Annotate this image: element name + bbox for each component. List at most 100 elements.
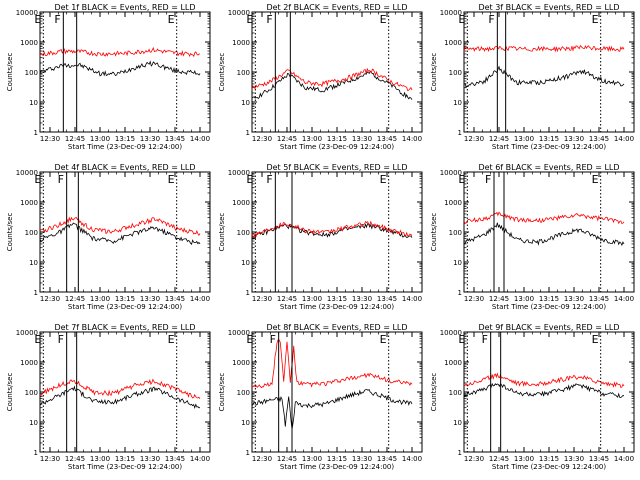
x-tick-label: 13:45 <box>165 455 185 463</box>
x-tick-label: 13:30 <box>352 135 372 143</box>
y-tick-label: 1000 <box>232 199 250 207</box>
time-marker-label: F <box>488 13 494 26</box>
y-tick-label: 1000 <box>444 359 462 367</box>
time-marker-label: E <box>458 333 465 346</box>
plot-frame <box>39 11 211 133</box>
y-tick-label: 10 <box>241 259 250 267</box>
x-tick-label: 13:00 <box>90 135 110 143</box>
x-tick-label: 12:30 <box>252 135 272 143</box>
series-lld-line <box>39 216 201 236</box>
x-tick-label: 14:00 <box>190 135 210 143</box>
panel-title: Det 2f BLACK = Events, RED = LLD <box>266 3 407 12</box>
x-tick-label: 13:30 <box>352 455 372 463</box>
y-tick-label: 10000 <box>16 169 38 177</box>
series-events-line <box>39 222 201 245</box>
y-tick-label: 10 <box>453 419 462 427</box>
x-tick-label: 14:00 <box>190 455 210 463</box>
time-marker-label: E <box>168 173 175 186</box>
x-tick-label: 13:30 <box>140 295 160 303</box>
panel-title: Det 7f BLACK = Events, RED = LLD <box>54 323 195 332</box>
y-tick-label: 10000 <box>440 9 462 17</box>
series-events-line <box>463 222 625 247</box>
x-tick-label: 14:00 <box>190 295 210 303</box>
x-tick-label: 13:45 <box>165 295 185 303</box>
x-tick-label: 12:45 <box>65 455 85 463</box>
y-tick-label: 1 <box>34 449 38 457</box>
y-axis-label: Counts/sec <box>430 53 438 92</box>
x-tick-label: 14:00 <box>614 455 634 463</box>
x-tick-label: 12:45 <box>489 295 509 303</box>
y-tick-label: 10 <box>241 419 250 427</box>
x-tick-label: 13:30 <box>564 135 584 143</box>
time-marker-label: F <box>58 333 64 346</box>
x-tick-label: 12:45 <box>489 135 509 143</box>
time-marker-label: E <box>592 333 599 346</box>
y-tick-label: 1 <box>458 449 462 457</box>
x-tick-label: 13:45 <box>377 135 397 143</box>
y-axis-label: Counts/sec <box>6 53 14 92</box>
series-lld-line <box>39 378 201 399</box>
time-marker-label: E <box>458 13 465 26</box>
x-tick-label: 13:45 <box>589 455 609 463</box>
series-lld-line <box>251 67 413 92</box>
x-tick-label: 14:00 <box>614 135 634 143</box>
x-tick-label: 13:30 <box>564 455 584 463</box>
panel-title: Det 3f BLACK = Events, RED = LLD <box>478 3 619 12</box>
y-tick-label: 100 <box>449 69 462 77</box>
time-marker-label: F <box>485 173 491 186</box>
series-lld-line <box>251 220 413 239</box>
series-events-line <box>251 388 413 430</box>
series-events-line <box>463 65 625 89</box>
x-tick-label: 13:30 <box>352 295 372 303</box>
x-tick-label: 13:15 <box>115 455 135 463</box>
y-axis-label: Counts/sec <box>430 373 438 412</box>
y-tick-label: 1 <box>246 129 250 137</box>
x-tick-label: 13:15 <box>115 295 135 303</box>
y-tick-label: 10 <box>29 259 38 267</box>
y-tick-label: 100 <box>237 229 250 237</box>
time-marker-label: E <box>34 333 41 346</box>
x-tick-label: 12:30 <box>252 295 272 303</box>
y-tick-label: 100 <box>449 229 462 237</box>
x-axis-label: Start Time (23-Dec-09 12:24:00) <box>68 143 182 151</box>
y-tick-label: 10000 <box>228 329 250 337</box>
y-tick-label: 1000 <box>232 39 250 47</box>
time-marker-label: E <box>592 173 599 186</box>
x-tick-label: 13:30 <box>140 135 160 143</box>
y-tick-label: 10000 <box>16 9 38 17</box>
y-tick-label: 1000 <box>20 359 38 367</box>
x-axis-label: Start Time (23-Dec-09 12:24:00) <box>492 303 606 311</box>
x-tick-label: 13:00 <box>302 135 322 143</box>
x-tick-label: 13:45 <box>589 135 609 143</box>
y-tick-label: 1 <box>246 449 250 457</box>
y-tick-label: 10000 <box>228 169 250 177</box>
y-tick-label: 100 <box>237 389 250 397</box>
x-tick-label: 13:15 <box>327 135 347 143</box>
time-marker-label: E <box>380 173 387 186</box>
panel-det-6: Det 6f BLACK = Events, RED = LLD 1 10 100 10… <box>430 163 635 311</box>
time-marker-label: F <box>54 13 60 26</box>
series-events-line <box>251 70 413 100</box>
x-tick-label: 12:30 <box>464 135 484 143</box>
y-tick-label: 100 <box>237 69 250 77</box>
x-tick-label: 12:30 <box>40 455 60 463</box>
panel-det-5: Det 5f BLACK = Events, RED = LLD 1 10 100 10… <box>218 163 423 311</box>
x-axis-label: Start Time (23-Dec-09 12:24:00) <box>280 303 394 311</box>
y-axis-label: Counts/sec <box>6 213 14 252</box>
series-events-line <box>463 382 625 398</box>
x-tick-label: 12:45 <box>489 455 509 463</box>
panel-det-9: Det 9f BLACK = Events, RED = LLD 1 10 100 10… <box>430 323 635 471</box>
y-axis-label: Counts/sec <box>218 373 226 412</box>
y-axis-label: Counts/sec <box>430 213 438 252</box>
x-tick-label: 13:45 <box>165 135 185 143</box>
time-marker-label: E <box>34 173 41 186</box>
y-tick-label: 10 <box>29 99 38 107</box>
y-tick-label: 10000 <box>228 9 250 17</box>
y-tick-label: 1 <box>458 289 462 297</box>
x-tick-label: 13:00 <box>514 135 534 143</box>
x-tick-label: 13:00 <box>90 455 110 463</box>
x-tick-label: 13:45 <box>377 295 397 303</box>
x-tick-label: 13:15 <box>115 135 135 143</box>
panel-title: Det 1f BLACK = Events, RED = LLD <box>54 3 195 12</box>
